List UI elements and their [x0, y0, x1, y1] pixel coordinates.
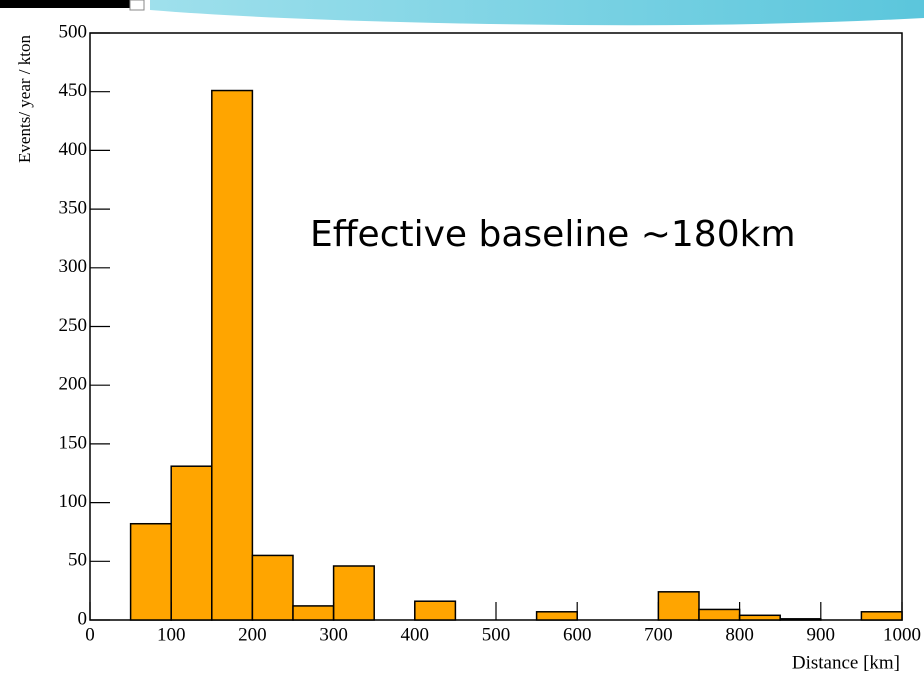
y-tick-label: 300 — [59, 256, 88, 277]
y-tick-label: 50 — [68, 550, 87, 571]
y-tick-label: 450 — [59, 80, 88, 101]
bar — [292, 605, 335, 621]
y-tick-label: 500 — [59, 21, 88, 42]
bar — [860, 611, 903, 621]
y-tick-label: 250 — [59, 315, 88, 336]
x-tick-label: 400 — [401, 624, 430, 645]
x-axis-label: Distance [km] — [792, 652, 900, 673]
x-tick-label: 600 — [563, 624, 592, 645]
y-axis-label: Events/ year / kton — [15, 35, 34, 163]
bar — [657, 591, 700, 621]
x-tick-label: 0 — [85, 624, 95, 645]
y-tick-label: 100 — [59, 491, 88, 512]
x-tick-label: 1000 — [883, 624, 921, 645]
annotation: Effective baseline ~180km — [310, 214, 796, 255]
x-tick-label: 500 — [482, 624, 511, 645]
banner-bar — [0, 0, 130, 8]
bar — [251, 554, 294, 621]
bar — [170, 465, 213, 621]
y-tick-label: 0 — [78, 608, 88, 629]
x-tick-label: 700 — [644, 624, 673, 645]
bar — [779, 618, 822, 621]
bar — [414, 600, 457, 621]
y-tick-label: 150 — [59, 432, 88, 453]
x-tick-label: 300 — [319, 624, 348, 645]
bar — [698, 608, 741, 621]
bar — [535, 611, 578, 621]
y-tick-label: 200 — [59, 374, 88, 395]
x-tick-label: 800 — [725, 624, 754, 645]
x-tick-label: 900 — [807, 624, 836, 645]
x-tick-label: 100 — [157, 624, 186, 645]
bar — [129, 522, 172, 621]
bar — [332, 565, 375, 621]
banner-box — [129, 0, 145, 11]
banner — [150, 0, 924, 26]
y-tick-label: 400 — [59, 139, 88, 160]
bar — [211, 89, 254, 621]
bar — [738, 614, 781, 621]
x-tick-label: 200 — [238, 624, 267, 645]
y-tick-label: 350 — [59, 197, 88, 218]
